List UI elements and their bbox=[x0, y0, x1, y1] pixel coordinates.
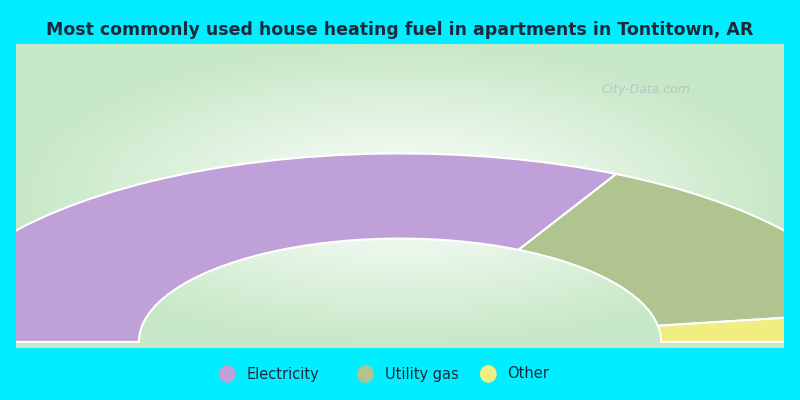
Ellipse shape bbox=[218, 365, 236, 383]
Ellipse shape bbox=[357, 365, 374, 383]
Text: Electricity: Electricity bbox=[246, 366, 319, 382]
Text: Most commonly used house heating fuel in apartments in Tontitown, AR: Most commonly used house heating fuel in… bbox=[46, 21, 754, 39]
Text: City-Data.com: City-Data.com bbox=[602, 83, 690, 96]
Ellipse shape bbox=[480, 365, 497, 383]
Text: Utility gas: Utility gas bbox=[385, 366, 458, 382]
Wedge shape bbox=[518, 174, 800, 326]
Wedge shape bbox=[0, 154, 616, 342]
Wedge shape bbox=[658, 312, 800, 342]
Text: Other: Other bbox=[507, 366, 550, 382]
